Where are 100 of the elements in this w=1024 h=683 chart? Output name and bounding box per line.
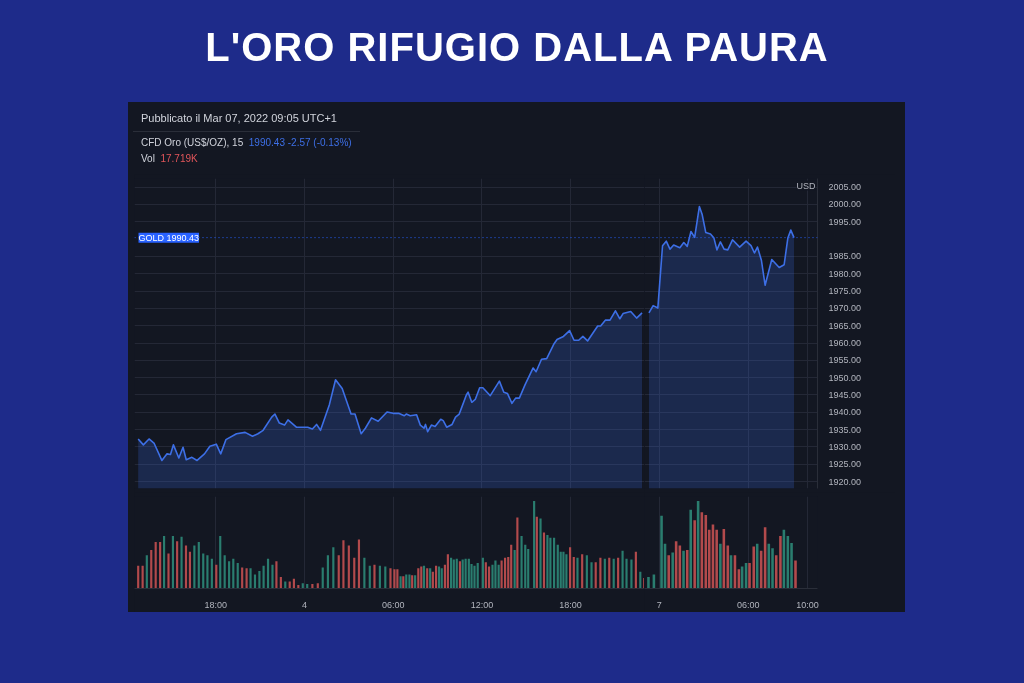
bar	[491, 564, 494, 589]
y-tick-label: 2005.00	[828, 182, 862, 193]
bar	[682, 550, 685, 589]
bar	[245, 568, 248, 589]
y-tick-label: 1945.00	[828, 389, 862, 400]
bar	[794, 560, 797, 589]
bar	[357, 539, 361, 589]
bar	[585, 555, 588, 589]
y-tick-label: 1955.00	[828, 355, 862, 366]
bar	[556, 544, 559, 589]
bar	[671, 552, 674, 589]
y-tick-label: 1920.00	[828, 476, 862, 487]
bar	[494, 560, 497, 589]
y-tick-label: 1995.00	[828, 216, 862, 227]
bar	[321, 567, 324, 589]
text: 1990.43 -2.57 (-0.13%)	[248, 136, 352, 148]
bar	[549, 537, 552, 589]
bar	[446, 554, 449, 589]
bar	[546, 535, 549, 589]
bar	[497, 564, 500, 589]
bar	[188, 551, 192, 589]
text: Vol	[141, 152, 155, 164]
bar	[569, 547, 572, 589]
bar	[368, 565, 371, 589]
bar	[154, 542, 157, 589]
bar	[660, 515, 663, 589]
bar	[667, 555, 671, 589]
bar	[520, 535, 523, 589]
bar	[180, 536, 183, 589]
bar	[393, 569, 396, 589]
bar	[594, 562, 597, 589]
bar	[484, 562, 487, 589]
bar	[553, 537, 556, 589]
bar	[533, 500, 536, 589]
bar	[219, 535, 222, 589]
y-tick-label: 1985.00	[828, 251, 862, 262]
bar	[503, 557, 507, 589]
bar	[363, 557, 366, 589]
bar	[145, 555, 148, 589]
bar	[470, 563, 473, 589]
text: CFD Oro (US$/OZ), 15	[141, 136, 244, 148]
bar	[275, 561, 278, 589]
text: 17.719K	[160, 152, 198, 164]
bar	[608, 557, 611, 589]
bar	[193, 545, 196, 589]
bar	[326, 555, 329, 589]
bar	[167, 553, 170, 589]
bar	[206, 555, 209, 589]
bar	[262, 565, 265, 589]
chart-title: L'ORO RIFUGIO DALLA PAURA	[204, 24, 830, 71]
bar	[223, 555, 226, 589]
bar	[581, 554, 584, 589]
bar	[576, 557, 579, 589]
bar	[527, 549, 530, 589]
bar	[347, 545, 350, 589]
bar	[241, 567, 244, 589]
y-tick-label: 1930.00	[828, 441, 862, 452]
bar	[301, 583, 304, 589]
bar	[176, 541, 179, 589]
bar	[771, 548, 774, 589]
bar	[647, 577, 650, 589]
bar	[572, 556, 575, 589]
x-tick-label: 18:00	[204, 599, 228, 610]
bar	[715, 529, 718, 589]
y-tick-label: 1960.00	[828, 338, 862, 349]
bar	[332, 547, 335, 589]
bar	[236, 563, 239, 589]
bar	[510, 544, 513, 589]
bar	[215, 564, 218, 589]
bar	[539, 518, 542, 589]
x-tick-label: 4	[302, 599, 308, 610]
bar	[630, 559, 633, 589]
y-tick-label: 1925.00	[828, 459, 862, 470]
bar	[378, 565, 381, 589]
bar	[562, 551, 565, 589]
bar	[590, 562, 593, 589]
bar	[634, 551, 637, 589]
x-tick-label: 18:00	[559, 599, 582, 610]
bar	[288, 581, 291, 589]
x-tick-label: 7	[656, 599, 662, 610]
y-tick-label: 2000.00	[828, 199, 862, 210]
bar	[271, 564, 274, 589]
bar	[779, 535, 782, 589]
bar	[599, 557, 602, 589]
y-tick-label: 1950.00	[828, 372, 862, 383]
bar	[621, 550, 624, 589]
bar	[137, 565, 140, 589]
y-tick-label: 1940.00	[828, 407, 862, 418]
bar	[389, 568, 392, 589]
bar	[565, 554, 568, 589]
bar	[316, 583, 319, 589]
bar	[284, 581, 287, 589]
bar	[542, 532, 546, 589]
y-tick-label: 1980.00	[828, 268, 862, 279]
bar	[693, 520, 696, 589]
bar	[249, 568, 252, 589]
bar	[516, 517, 519, 589]
bar	[535, 516, 538, 589]
bar	[500, 560, 503, 589]
bar	[685, 549, 689, 589]
